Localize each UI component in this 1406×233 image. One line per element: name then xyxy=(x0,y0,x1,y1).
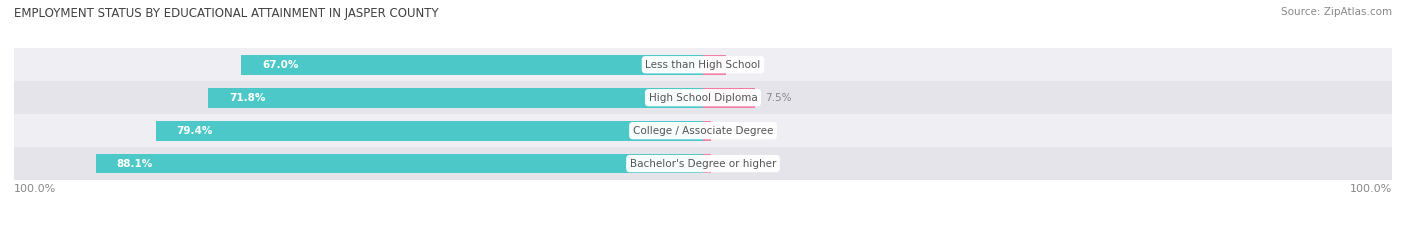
Text: EMPLOYMENT STATUS BY EDUCATIONAL ATTAINMENT IN JASPER COUNTY: EMPLOYMENT STATUS BY EDUCATIONAL ATTAINM… xyxy=(14,7,439,20)
Bar xyxy=(14,147,1392,180)
Text: 100.0%: 100.0% xyxy=(14,184,56,194)
Bar xyxy=(703,88,755,108)
Bar xyxy=(14,81,1392,114)
Bar xyxy=(703,121,711,140)
Text: 71.8%: 71.8% xyxy=(229,93,266,103)
Bar xyxy=(703,55,727,75)
Bar xyxy=(14,48,1392,81)
Text: 88.1%: 88.1% xyxy=(117,159,153,169)
Bar xyxy=(14,114,1392,147)
Bar xyxy=(208,88,703,108)
Text: 1.1%: 1.1% xyxy=(721,159,748,169)
Text: Bachelor's Degree or higher: Bachelor's Degree or higher xyxy=(630,159,776,169)
Text: 1.2%: 1.2% xyxy=(721,126,748,136)
Text: 67.0%: 67.0% xyxy=(262,60,298,70)
Bar xyxy=(96,154,703,174)
Text: 100.0%: 100.0% xyxy=(1350,184,1392,194)
Text: 3.4%: 3.4% xyxy=(737,60,763,70)
Text: High School Diploma: High School Diploma xyxy=(648,93,758,103)
Text: Source: ZipAtlas.com: Source: ZipAtlas.com xyxy=(1281,7,1392,17)
Bar xyxy=(242,55,703,75)
Bar xyxy=(156,121,703,140)
Text: 79.4%: 79.4% xyxy=(177,126,214,136)
Text: College / Associate Degree: College / Associate Degree xyxy=(633,126,773,136)
Bar xyxy=(703,154,710,174)
Text: 7.5%: 7.5% xyxy=(765,93,792,103)
Text: Less than High School: Less than High School xyxy=(645,60,761,70)
